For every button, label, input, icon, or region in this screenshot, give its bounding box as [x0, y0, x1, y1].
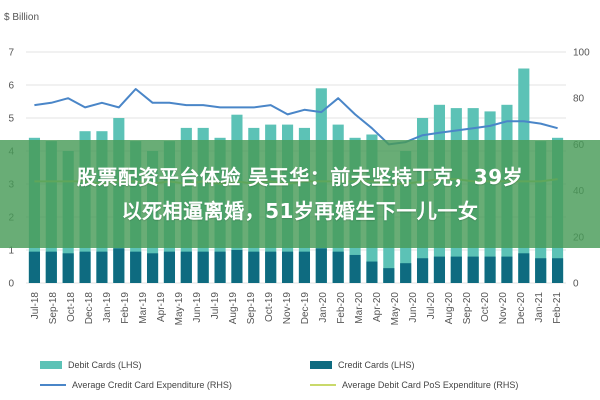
credit-bar-Aug-20	[450, 256, 462, 283]
legend-swatch-credit	[310, 361, 332, 369]
avg-credit-expenditure-line	[34, 88, 558, 146]
legend-item-debit: Debit Cards (LHS)	[40, 360, 142, 370]
x-tick-label: Apr-19	[156, 292, 167, 322]
x-tick-label: Aug-19	[228, 292, 239, 325]
legend-swatch-debit	[40, 361, 62, 369]
credit-bar-Mar-20	[366, 261, 378, 283]
left-tick-label: 0	[8, 279, 14, 290]
legend-swatch-avg-credit	[40, 384, 66, 386]
credit-bar-Sep-20	[467, 256, 479, 283]
legend: Debit Cards (LHS) Credit Cards (LHS) Ave…	[40, 356, 580, 396]
overlay-banner[interactable]: 股票配资平台体验 吴玉华：前夫坚持丁克，39岁 以死相逼离婚，51岁再婚生下一儿…	[0, 140, 600, 248]
credit-bar-Jan-20	[332, 251, 344, 283]
x-tick-label: Aug-20	[444, 292, 455, 325]
credit-bar-Sep-18	[62, 253, 74, 283]
x-tick-label: May-20	[390, 292, 401, 326]
x-tick-label: Feb-20	[336, 292, 347, 324]
x-tick-label: Oct-19	[264, 292, 275, 322]
legend-item-avg-debit: Average Debit Card PoS Expenditure (RHS)	[310, 380, 518, 390]
banner-headline-line-2[interactable]: 以死相逼离婚，51岁再婚生下一儿一女	[121, 199, 479, 223]
x-axis-ticks: Jul-18 Sep-18 Oct-18 Dec-18 Jan-19 Feb-19 Mar-…	[30, 292, 563, 326]
legend-item-credit: Credit Cards (LHS)	[310, 360, 415, 370]
left-tick-label: 7	[8, 48, 14, 59]
x-tick-label: May-19	[174, 292, 185, 326]
left-tick-label: 5	[8, 114, 14, 125]
x-tick-label: Sep-18	[48, 292, 59, 325]
legend-label-credit: Credit Cards (LHS)	[338, 360, 415, 370]
credit-bar-Jul-20	[433, 256, 446, 283]
x-tick-label: Nov-20	[498, 292, 509, 325]
credit-bar-Feb-21	[551, 258, 564, 283]
x-tick-label: Dec-20	[516, 292, 527, 325]
credit-bar-Aug-18	[45, 251, 57, 283]
credit-bar-Oct-19	[281, 251, 294, 283]
x-tick-label: Jun-19	[192, 292, 203, 323]
credit-bar-Jun-19	[214, 251, 226, 283]
x-tick-label: Jan-19	[102, 292, 113, 323]
credit-bar-May-19	[197, 251, 209, 283]
credit-bar-Jul-19	[231, 250, 243, 283]
x-tick-label: Jan-20	[318, 292, 329, 323]
x-tick-label: Jul-20	[426, 292, 437, 320]
x-tick-label: Jun-20	[408, 292, 419, 323]
x-tick-label: Apr-20	[372, 292, 383, 322]
credit-bar-Feb-20	[349, 254, 361, 283]
x-tick-label: Jul-18	[30, 292, 41, 320]
credit-bar-Apr-19	[180, 251, 192, 283]
right-tick-label: 100	[573, 48, 590, 59]
credit-bar-May-20	[400, 263, 412, 283]
credit-bar-Jun-20	[416, 258, 429, 283]
credit-card-bars	[28, 248, 564, 283]
credit-bar-Dec-18	[113, 248, 125, 283]
credit-bar-Mar-19	[163, 251, 176, 283]
x-tick-label: Feb-19	[120, 292, 131, 324]
x-tick-label: Sep-19	[246, 292, 257, 325]
legend-item-avg-credit: Average Credit Card Expenditure (RHS)	[40, 380, 232, 390]
x-tick-label: Mar-20	[354, 292, 365, 324]
credit-bar-Dec-20	[518, 253, 530, 283]
x-tick-label: Dec-19	[300, 292, 311, 325]
credit-bar-Nov-19	[298, 251, 311, 283]
credit-bar-Apr-20	[383, 268, 395, 283]
credit-bar-Jan-19	[130, 251, 142, 283]
credit-bar-Sep-19	[265, 251, 277, 283]
right-tick-label: 0	[573, 279, 579, 290]
credit-bar-Oct-18	[79, 251, 91, 283]
x-tick-label: Feb-21	[552, 292, 563, 324]
legend-label-avg-debit: Average Debit Card PoS Expenditure (RHS)	[342, 380, 519, 390]
left-tick-label: 6	[8, 81, 14, 92]
x-tick-label: Dec-18	[84, 292, 95, 325]
left-tick-label: 1	[8, 246, 14, 257]
legend-swatch-avg-debit	[310, 384, 336, 386]
right-tick-label: 80	[573, 94, 585, 105]
credit-bar-Jul-18	[28, 251, 41, 283]
credit-bar-Nov-20	[501, 256, 513, 283]
x-tick-label: Oct-20	[480, 292, 491, 322]
credit-bar-Nov-18	[96, 251, 108, 283]
x-tick-label: Mar-19	[138, 292, 149, 324]
credit-bar-Oct-20	[484, 256, 496, 283]
x-tick-label: Jul-19	[210, 292, 221, 320]
x-tick-label: Jan-21	[534, 292, 545, 323]
x-tick-label: Oct-18	[66, 292, 77, 322]
legend-label-avg-credit: Average Credit Card Expenditure (RHS)	[72, 380, 232, 390]
banner-headline-line-1[interactable]: 股票配资平台体验 吴玉华：前夫坚持丁克，39岁	[76, 165, 524, 189]
credit-bar-Aug-19	[248, 251, 260, 283]
legend-label-debit: Debit Cards (LHS)	[68, 360, 142, 370]
x-tick-label: Nov-19	[282, 292, 293, 325]
credit-bar-Jan-21	[535, 258, 547, 283]
credit-bar-Dec-19	[315, 248, 327, 283]
credit-bar-Feb-19	[146, 253, 159, 283]
x-tick-label: Sep-20	[462, 292, 473, 325]
left-axis-unit: $ Billion	[4, 12, 39, 23]
